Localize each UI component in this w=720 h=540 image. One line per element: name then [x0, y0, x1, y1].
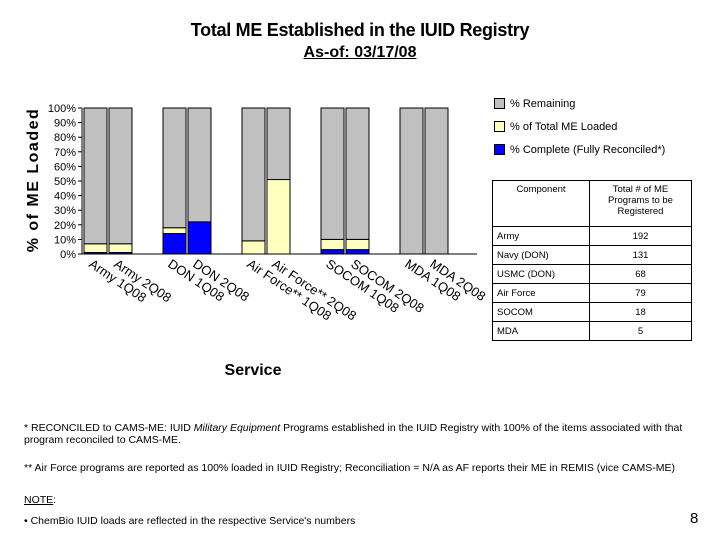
- bar-segment: [345, 107, 370, 240]
- bar-segment: [241, 107, 266, 242]
- legend-swatch: [494, 144, 505, 155]
- bar-segment: [83, 107, 108, 245]
- y-tick-label: 100%: [48, 103, 76, 115]
- note-airforce: ** Air Force programs are reported as 10…: [24, 462, 675, 474]
- legend-label: % of Total ME Loaded: [510, 120, 618, 133]
- bar-segment: [345, 238, 370, 251]
- bar-segment: [266, 107, 291, 181]
- table-row: SOCOM 18: [492, 302, 692, 322]
- table-row: MDA 5: [492, 321, 692, 341]
- bar-segment: [266, 179, 291, 255]
- bar-segment: [108, 243, 133, 254]
- x-axis-label: Service: [225, 362, 282, 379]
- table-row: USMC (DON) 68: [492, 264, 692, 284]
- table-cell-component: SOCOM: [492, 302, 590, 322]
- legend-item: % Complete (Fully Reconciled*): [494, 138, 665, 161]
- note-chembio: • ChemBio IUID loads are reflected in th…: [24, 515, 356, 527]
- bar-segment: [320, 249, 345, 255]
- table-cell-total: 5: [589, 321, 692, 341]
- note-label: NOTE:: [24, 494, 57, 506]
- bar-segment: [162, 233, 187, 255]
- table-header-total: Total # of ME Programs to be Registered: [589, 180, 692, 227]
- table-header-component: Component: [492, 180, 590, 227]
- y-axis-label: % of ME Loaded: [25, 108, 42, 253]
- y-tick-label: 70%: [54, 147, 76, 159]
- note-reconciled: * RECONCILED to CAMS-ME: IUID Military E…: [24, 422, 683, 446]
- table-cell-component: Air Force: [492, 283, 590, 303]
- chart-title: Total ME Established in the IUID Registr…: [190, 20, 530, 40]
- bar-segment: [162, 107, 187, 229]
- table-row: Air Force 79: [492, 283, 692, 303]
- bar-segment: [241, 240, 266, 255]
- y-tick-label: 10%: [54, 234, 76, 246]
- bar-segment: [320, 238, 345, 251]
- y-tick-label: 40%: [54, 191, 76, 203]
- table-cell-total: 79: [589, 283, 692, 303]
- bar-segment: [320, 107, 345, 240]
- bar-segment: [424, 107, 449, 255]
- legend-item: % Remaining: [494, 92, 665, 115]
- y-tick-label: 50%: [54, 176, 76, 188]
- bar-segment: [83, 243, 108, 254]
- y-tick-label: 0%: [60, 249, 76, 261]
- legend-label: % Remaining: [510, 97, 576, 110]
- page-number: 8: [690, 510, 699, 527]
- y-tick-label: 30%: [54, 205, 76, 217]
- bar-segment: [108, 107, 133, 245]
- legend-swatch: [494, 98, 505, 109]
- bar-segment: [399, 107, 424, 255]
- bar-segment: [162, 227, 187, 235]
- y-tick-label: 80%: [54, 132, 76, 144]
- bar-segment: [187, 107, 212, 223]
- bar-segment: [345, 249, 370, 255]
- table-cell-total: 192: [589, 226, 692, 246]
- legend-label: % Complete (Fully Reconciled*): [510, 143, 666, 156]
- table-cell-component: MDA: [492, 321, 590, 341]
- table-cell-component: Navy (DON): [492, 245, 590, 265]
- table-cell-total: 131: [589, 245, 692, 265]
- y-tick-label: 20%: [54, 220, 76, 232]
- bar-segment: [187, 221, 212, 255]
- table-cell-component: Army: [492, 226, 590, 246]
- table-cell-total: 68: [589, 264, 692, 284]
- table-row: Navy (DON) 131: [492, 245, 692, 265]
- legend-item: % of Total ME Loaded: [494, 115, 665, 138]
- table-cell-component: USMC (DON): [492, 264, 590, 284]
- legend-swatch: [494, 121, 505, 132]
- chart-subtitle: As-of: 03/17/08: [303, 44, 417, 61]
- component-table: Component Total # of ME Programs to be R…: [492, 180, 692, 341]
- y-tick-label: 90%: [54, 118, 76, 130]
- table-cell-total: 18: [589, 302, 692, 322]
- y-tick-label: 60%: [54, 161, 76, 173]
- chart-legend: % Remaining % of Total ME Loaded % Complet…: [494, 92, 665, 161]
- table-row: Army 192: [492, 226, 692, 246]
